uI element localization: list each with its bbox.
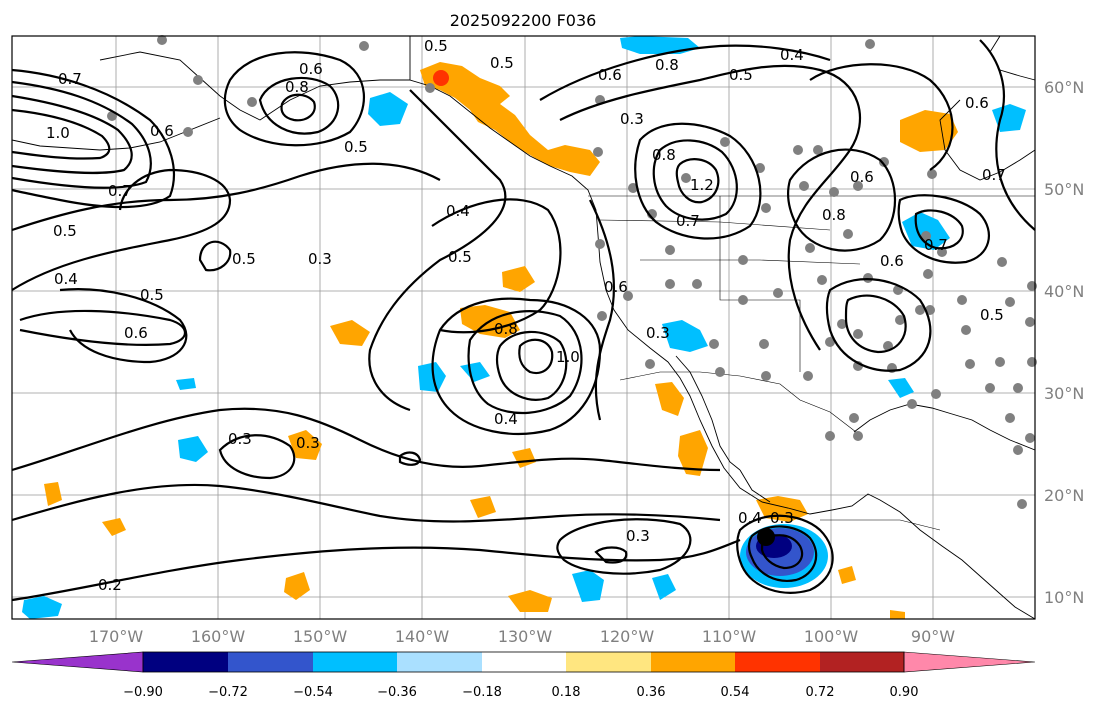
map-panel: 0.5 0.6 0.8 0.7 0.5 0.4 1.0 0.6 0.6 0.8 … bbox=[11, 35, 1037, 620]
contour-label: 0.6 bbox=[965, 94, 989, 112]
colorbar-tick-label: −0.54 bbox=[293, 685, 333, 700]
contour-label: 0.4 bbox=[494, 410, 518, 428]
colorbar-segment bbox=[143, 652, 228, 672]
contour-label: 0.8 bbox=[494, 320, 518, 338]
colorbar-segment bbox=[397, 652, 482, 672]
contour-label: 0.6 bbox=[598, 66, 622, 84]
contour-label: 0.3 bbox=[308, 250, 332, 268]
contour-label: 0.8 bbox=[655, 56, 679, 74]
colorbar-tick-label: 0.36 bbox=[637, 685, 666, 700]
contour-label: 0.6 bbox=[124, 324, 148, 342]
longitude-label: 140°W bbox=[395, 627, 450, 646]
latitude-label: 20°N bbox=[1044, 486, 1084, 505]
colorbar-tick-label: −0.90 bbox=[123, 685, 163, 700]
longitude-label: 150°W bbox=[293, 627, 348, 646]
contour-label: 0.7 bbox=[924, 236, 948, 254]
contour-label: 1.2 bbox=[690, 176, 714, 194]
colorbar-segment bbox=[651, 652, 735, 672]
contour-label: 0.7 bbox=[58, 70, 82, 88]
colorbar-segment bbox=[903, 651, 1036, 673]
contour-label: 1.0 bbox=[46, 124, 70, 142]
storm-center-marker bbox=[757, 528, 775, 546]
contour-label: 0.4 bbox=[738, 509, 762, 527]
colorbar-segment bbox=[11, 651, 144, 673]
colorbar-tick-label: 0.54 bbox=[721, 685, 750, 700]
contour-label: 0.5 bbox=[53, 222, 77, 240]
contour-label: 0.6 bbox=[299, 60, 323, 78]
station-markers bbox=[107, 35, 1037, 509]
contour-label: 0.3 bbox=[296, 434, 320, 452]
latitude-label: 10°N bbox=[1044, 588, 1084, 607]
latitude-axis-labels: 60°N 50°N 40°N 30°N 20°N 10°N bbox=[1044, 78, 1084, 607]
colorbar-segment bbox=[313, 652, 397, 672]
colorbar-tick-label: 0.18 bbox=[552, 685, 581, 700]
contour-label: 0.7 bbox=[982, 166, 1006, 184]
contour-label: 0.8 bbox=[652, 146, 676, 164]
contour-label: 0.5 bbox=[980, 306, 1004, 324]
latitude-label: 60°N bbox=[1044, 78, 1084, 97]
contour-label: 0.3 bbox=[770, 509, 794, 527]
contour-label: 0.7 bbox=[676, 212, 700, 230]
contour-label: 1.0 bbox=[556, 348, 580, 366]
longitude-label: 170°W bbox=[89, 627, 144, 646]
contour-lines bbox=[11, 39, 1036, 602]
longitude-label: 100°W bbox=[804, 627, 859, 646]
contour-label: 0.3 bbox=[228, 430, 252, 448]
contour-label: 0.5 bbox=[424, 37, 448, 55]
latitude-label: 40°N bbox=[1044, 282, 1084, 301]
colorbar-tick-label: −0.36 bbox=[377, 685, 417, 700]
contour-value-labels: 0.5 0.6 0.8 0.7 0.5 0.4 1.0 0.6 0.6 0.8 … bbox=[46, 37, 1006, 594]
colorbar-tick-label: 0.90 bbox=[890, 685, 919, 700]
contour-label: 0.7 bbox=[108, 182, 132, 200]
colorbar: −0.90 −0.72 −0.54 −0.36 −0.18 0.18 0.36 … bbox=[11, 651, 1036, 700]
latitude-label: 50°N bbox=[1044, 180, 1084, 199]
contour-label: 0.8 bbox=[822, 206, 846, 224]
colorbar-ticks: −0.90 −0.72 −0.54 −0.36 −0.18 0.18 0.36 … bbox=[123, 685, 918, 700]
contour-label: 0.5 bbox=[729, 66, 753, 84]
contour-label: 0.5 bbox=[448, 248, 472, 266]
longitude-label: 120°W bbox=[600, 627, 655, 646]
colorbar-tick-label: −0.72 bbox=[208, 685, 248, 700]
colorbar-segment bbox=[566, 652, 651, 672]
colorbar-segment bbox=[482, 652, 566, 672]
longitude-label: 90°W bbox=[911, 627, 955, 646]
contour-label: 0.4 bbox=[54, 270, 78, 288]
longitude-label: 110°W bbox=[702, 627, 757, 646]
longitude-axis-labels: 170°W 160°W 150°W 140°W 130°W 120°W 110°… bbox=[89, 627, 955, 646]
contour-label: 0.5 bbox=[344, 138, 368, 156]
map-title: 2025092200 F036 bbox=[450, 11, 597, 30]
contour-label: 0.5 bbox=[140, 286, 164, 304]
contour-label: 0.3 bbox=[620, 110, 644, 128]
colorbar-tick-label: −0.18 bbox=[462, 685, 502, 700]
latitude-label: 30°N bbox=[1044, 384, 1084, 403]
contour-label: 0.6 bbox=[850, 168, 874, 186]
contour-label: 0.6 bbox=[150, 122, 174, 140]
colorbar-tick-label: 0.72 bbox=[806, 685, 835, 700]
longitude-label: 160°W bbox=[191, 627, 246, 646]
contour-label: 0.2 bbox=[98, 576, 122, 594]
contour-label: 0.8 bbox=[285, 78, 309, 96]
contour-label: 0.4 bbox=[780, 46, 804, 64]
colorbar-segment bbox=[820, 652, 904, 672]
contour-label: 0.6 bbox=[604, 278, 628, 296]
colorbar-segment bbox=[735, 652, 820, 672]
contour-label: 0.3 bbox=[646, 324, 670, 342]
contour-label: 0.6 bbox=[880, 252, 904, 270]
contour-label: 0.5 bbox=[490, 54, 514, 72]
colorbar-segment bbox=[228, 652, 313, 672]
contour-label: 0.5 bbox=[232, 250, 256, 268]
contour-label: 0.3 bbox=[626, 527, 650, 545]
contour-label: 0.4 bbox=[446, 202, 470, 220]
longitude-label: 130°W bbox=[498, 627, 553, 646]
